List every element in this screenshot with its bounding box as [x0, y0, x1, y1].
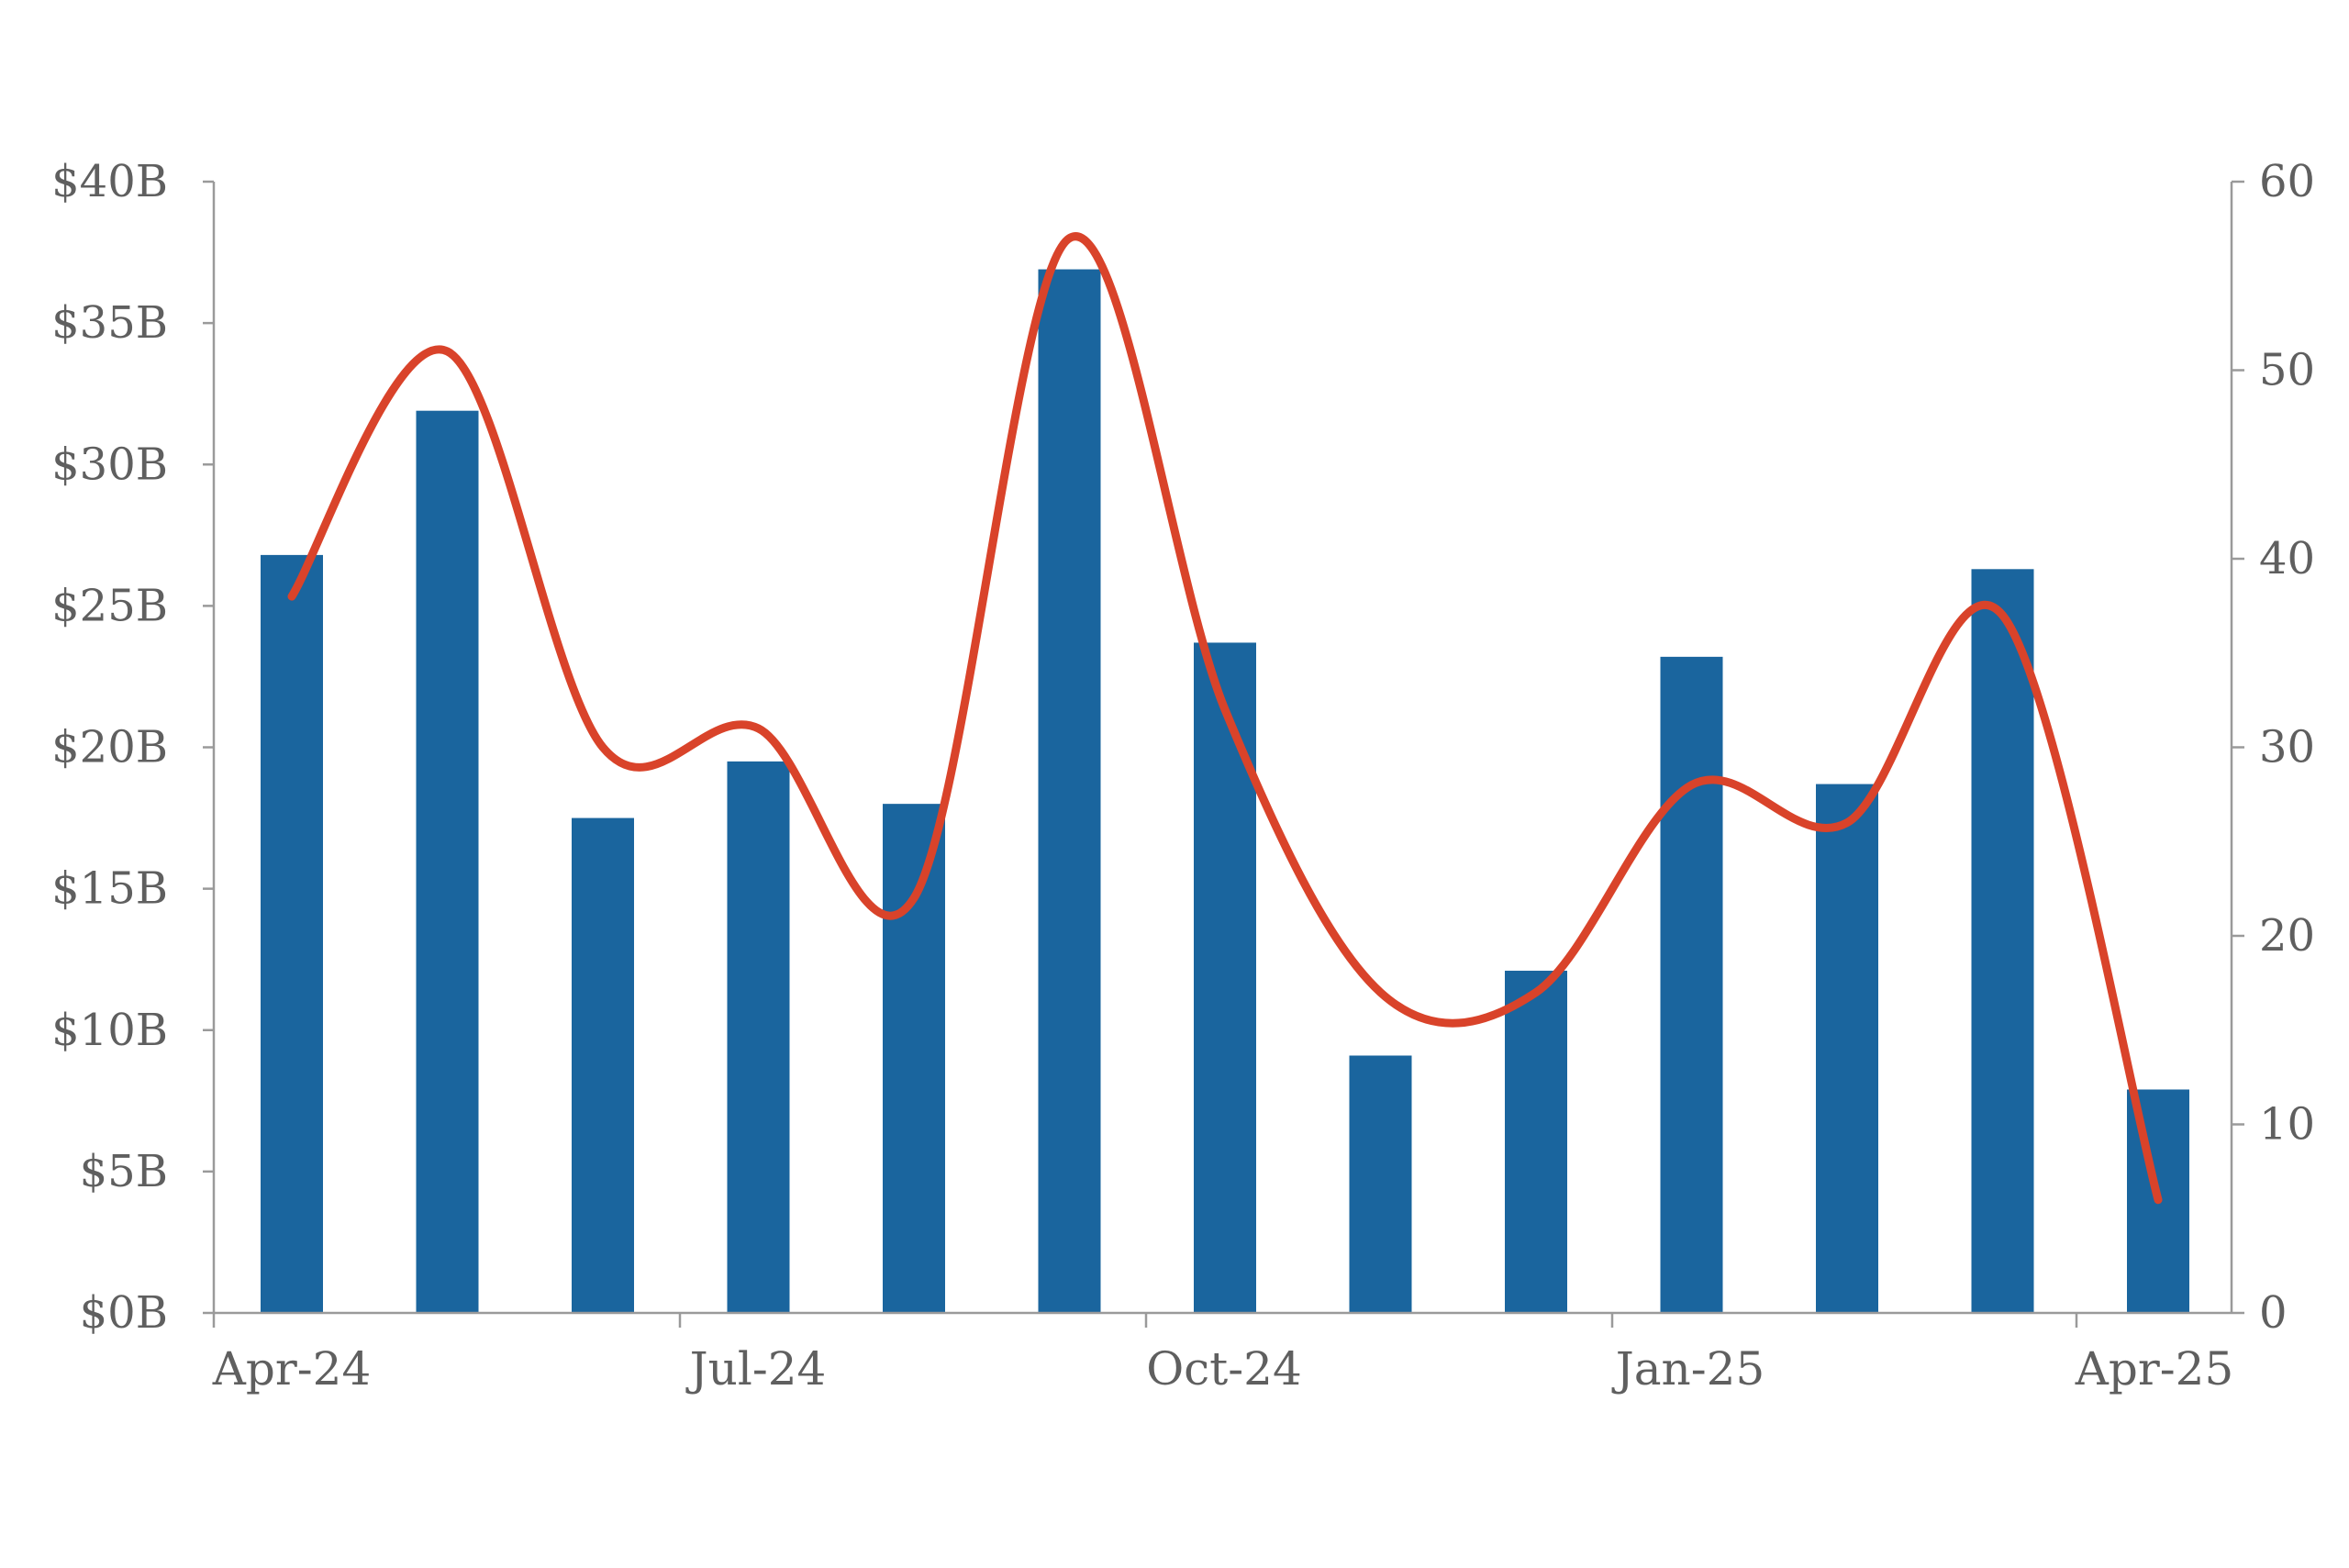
x-tick-label: Apr-24	[212, 1342, 372, 1396]
bar-apr-24	[261, 554, 323, 1313]
bar-sep-24	[1038, 269, 1101, 1313]
right-tick-label: 60	[2259, 156, 2315, 207]
right-tick-label: 20	[2259, 910, 2315, 962]
bar-nov-24	[1349, 1055, 1412, 1313]
bar-aug-24	[883, 804, 945, 1313]
left-tick-label: $15B	[51, 863, 168, 915]
x-tick-label: Apr-25	[2075, 1342, 2234, 1396]
x-tick-label: Jul-24	[685, 1342, 827, 1396]
left-tick-label: $40B	[51, 156, 168, 207]
left-tick-label: $0B	[80, 1287, 168, 1339]
bar-oct-24	[1194, 642, 1256, 1313]
left-tick-label: $25B	[51, 580, 168, 631]
left-tick-label: $5B	[80, 1146, 168, 1197]
right-tick-label: 0	[2259, 1287, 2288, 1339]
bar-dec-24	[1505, 971, 1567, 1313]
bar-may-24	[416, 410, 479, 1313]
right-tick-label: 40	[2259, 533, 2315, 584]
x-tick-label: Oct-24	[1146, 1342, 1302, 1396]
bar-jan-25	[1660, 656, 1723, 1313]
axes: $0B $5B $10B $15B $20B $25B $30B $35B $40B 0 10 20 3…	[51, 156, 2315, 1396]
right-tick-label: 10	[2259, 1099, 2315, 1151]
line-path	[287, 232, 2163, 1205]
line-series	[287, 232, 2163, 1205]
x-tick-label: Jan-25	[1611, 1342, 1765, 1396]
bar-jul-24	[727, 761, 790, 1313]
left-tick-label: $35B	[51, 297, 168, 349]
right-tick-label: 30	[2259, 722, 2315, 773]
left-tick-label: $30B	[51, 439, 168, 490]
right-tick-label: 50	[2259, 345, 2315, 396]
bar-jun-24	[572, 817, 634, 1313]
left-tick-label: $20B	[51, 722, 168, 773]
left-tick-label: $10B	[51, 1005, 168, 1056]
bar-feb-25	[1816, 784, 1878, 1313]
bar-mar-25	[1971, 569, 2034, 1313]
bar-series	[261, 269, 2189, 1313]
